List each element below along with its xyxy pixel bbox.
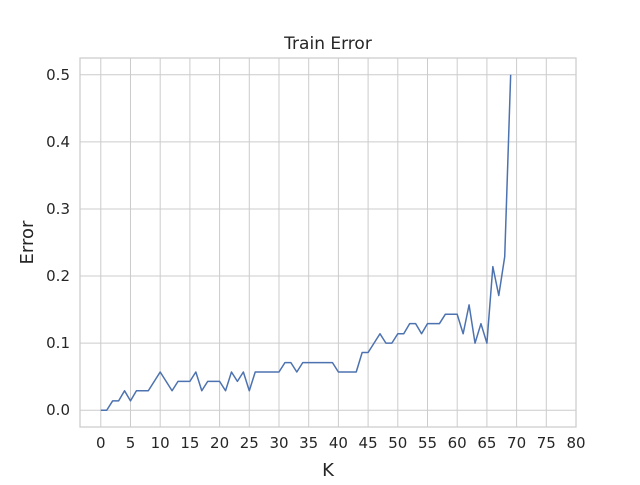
y-gridlines (80, 74, 576, 411)
x-tick-label: 55 (418, 434, 437, 452)
x-tick-label: 45 (359, 434, 378, 452)
y-axis-label: Error (17, 220, 38, 264)
x-tick-label: 35 (299, 434, 318, 452)
x-tick-label: 30 (269, 434, 288, 452)
y-tick-label: 0.0 (46, 401, 70, 419)
x-tick-label: 5 (126, 434, 136, 452)
y-tick-label: 0.4 (46, 133, 70, 151)
x-tick-label: 40 (329, 434, 348, 452)
plot-frame (79, 57, 577, 428)
x-tick-label: 70 (507, 434, 526, 452)
x-tick-label: 80 (566, 434, 585, 452)
x-tick-label: 20 (210, 434, 229, 452)
chart-title: Train Error (283, 34, 372, 54)
y-tick-labels: 0.0 0.1 0.2 0.3 0.4 0.5 (46, 66, 70, 419)
x-tick-label: 60 (448, 434, 467, 452)
x-tick-label: 0 (96, 434, 106, 452)
x-tick-label: 10 (151, 434, 170, 452)
x-tick-label: 65 (477, 434, 496, 452)
x-tick-label: 50 (388, 434, 407, 452)
series-layer (100, 74, 512, 411)
x-axis-label: K (322, 460, 335, 480)
y-tick-label: 0.3 (46, 200, 70, 218)
series-line (100, 74, 512, 411)
y-tick-label: 0.1 (46, 334, 70, 352)
x-tick-label: 75 (537, 434, 556, 452)
x-tick-labels: 0 5 10 15 20 25 30 35 40 45 50 55 60 65 70 75 80 (96, 434, 586, 452)
x-tick-label: 25 (240, 434, 259, 452)
y-tick-label: 0.5 (46, 66, 70, 84)
x-tick-label: 15 (180, 434, 199, 452)
y-tick-label: 0.2 (46, 267, 70, 285)
